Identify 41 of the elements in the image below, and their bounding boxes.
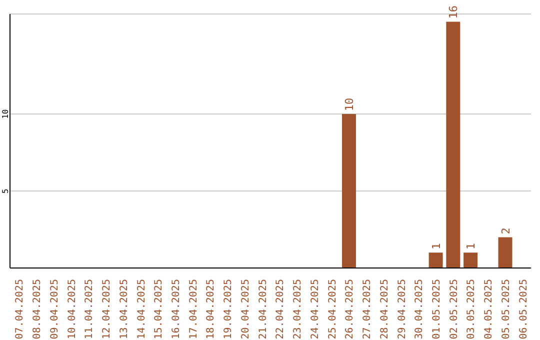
x-tick-label: 23.04.2025 <box>292 279 304 340</box>
x-tick-label: 02.05.2025 <box>448 279 460 340</box>
x-tick-label: 10.04.2025 <box>66 279 78 340</box>
x-tick-label: 11.04.2025 <box>84 279 96 340</box>
bar <box>428 252 443 268</box>
x-tick-label: 04.05.2025 <box>484 279 495 340</box>
data-label: 1 <box>464 242 478 250</box>
x-tick-label: 19.04.2025 <box>223 279 234 340</box>
x-tick-label: 06.05.2025 <box>518 279 530 340</box>
x-tick-label: 25.04.2025 <box>327 279 338 340</box>
x-tick-label: 30.04.2025 <box>414 279 426 340</box>
x-tick-label: 29.04.2025 <box>396 279 408 340</box>
x-tick-label: 28.04.2025 <box>379 279 390 340</box>
bar <box>464 252 478 268</box>
x-tick-label: 05.05.2025 <box>500 279 512 340</box>
x-tick-label: 15.04.2025 <box>154 279 165 340</box>
x-tick-label: 20.04.2025 <box>240 279 252 340</box>
x-tick-label: 22.04.2025 <box>275 279 286 340</box>
x-tick-label: 14.04.2025 <box>136 279 148 340</box>
x-tick-label: 27.04.2025 <box>362 279 374 340</box>
data-label: 1 <box>430 242 443 250</box>
x-tick-label: 01.05.2025 <box>431 279 442 340</box>
y-tick-label: 5 <box>1 188 10 194</box>
bar <box>498 237 512 268</box>
x-tick-label: 16.04.2025 <box>170 279 182 340</box>
data-label: 2 <box>499 228 512 234</box>
x-tick-label: 03.05.2025 <box>466 279 478 340</box>
x-tick-label: 12.04.2025 <box>102 279 113 340</box>
bar <box>446 22 460 268</box>
bar <box>342 114 356 268</box>
x-tick-label: 13.04.2025 <box>118 279 130 340</box>
x-tick-label: 17.04.2025 <box>188 279 200 340</box>
data-label: 10 <box>342 98 356 112</box>
data-label: 16 <box>447 5 460 19</box>
x-tick-label: 26.04.2025 <box>344 279 356 340</box>
x-tick-label: 24.04.2025 <box>310 279 321 340</box>
x-tick-label: 08.04.2025 <box>32 279 44 340</box>
x-tick-label: 09.04.2025 <box>49 279 60 340</box>
x-tick-label: 21.04.2025 <box>258 279 269 340</box>
x-tick-label: 07.04.2025 <box>14 279 26 340</box>
x-tick-label: 18.04.2025 <box>206 279 217 340</box>
